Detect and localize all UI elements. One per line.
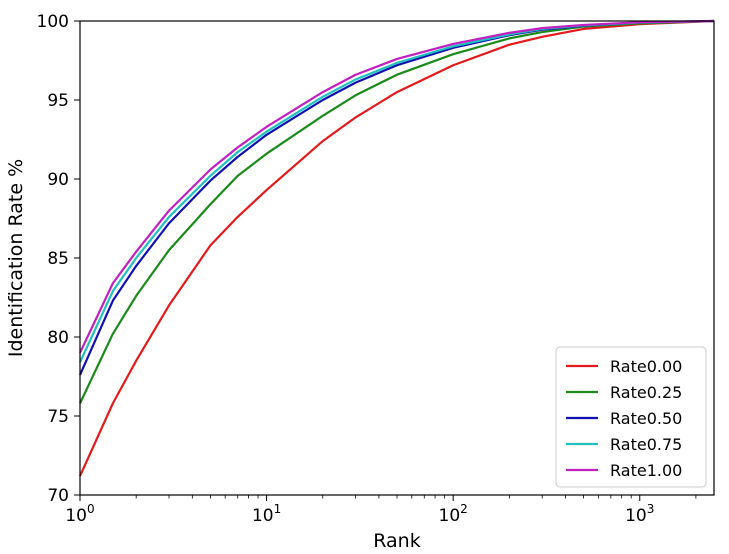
- x-tick-exponent: 2: [460, 502, 468, 516]
- series-line-rate0-00: [78, 19, 715, 477]
- series-group: [78, 19, 715, 477]
- legend-label: Rate0.50: [610, 409, 682, 428]
- y-tick-label: 85: [47, 249, 69, 269]
- x-tick-exponent: 1: [274, 502, 282, 516]
- series-line-rate0-25: [79, 19, 715, 404]
- legend-label: Rate0.75: [610, 435, 682, 454]
- x-tick-label: 103: [625, 502, 654, 526]
- y-tick-label: 90: [47, 170, 69, 190]
- y-axis-label: Identification Rate %: [5, 159, 27, 357]
- x-tick-exponent: 0: [87, 502, 95, 516]
- x-tick-exponent: 3: [647, 502, 655, 516]
- x-tick-base: 10: [252, 506, 274, 526]
- y-tick-label: 80: [47, 328, 69, 348]
- x-tick-base: 10: [65, 506, 87, 526]
- legend-label: Rate0.00: [610, 357, 682, 376]
- legend-label: Rate1.00: [610, 461, 682, 480]
- x-axis-label: Rank: [373, 530, 420, 552]
- y-tick-label: 95: [47, 91, 69, 111]
- y-tick-label: 100: [37, 12, 69, 32]
- series-line-rate1-00: [79, 19, 715, 354]
- series-line-rate0-75: [79, 19, 715, 363]
- x-tick-base: 10: [625, 506, 647, 526]
- x-tick-label: 102: [439, 502, 468, 526]
- legend-box: [555, 346, 707, 488]
- y-tick-label: 70: [47, 486, 69, 506]
- x-tick-base: 10: [439, 506, 461, 526]
- x-tick-label: 100: [65, 502, 94, 526]
- legend: Rate0.00 Rate0.25 Rate0.50 Rate0.75 Rate1.00: [555, 346, 707, 488]
- x-tick-label: 101: [252, 502, 281, 526]
- legend-label: Rate0.25: [610, 383, 682, 402]
- y-tick-label: 75: [47, 407, 69, 427]
